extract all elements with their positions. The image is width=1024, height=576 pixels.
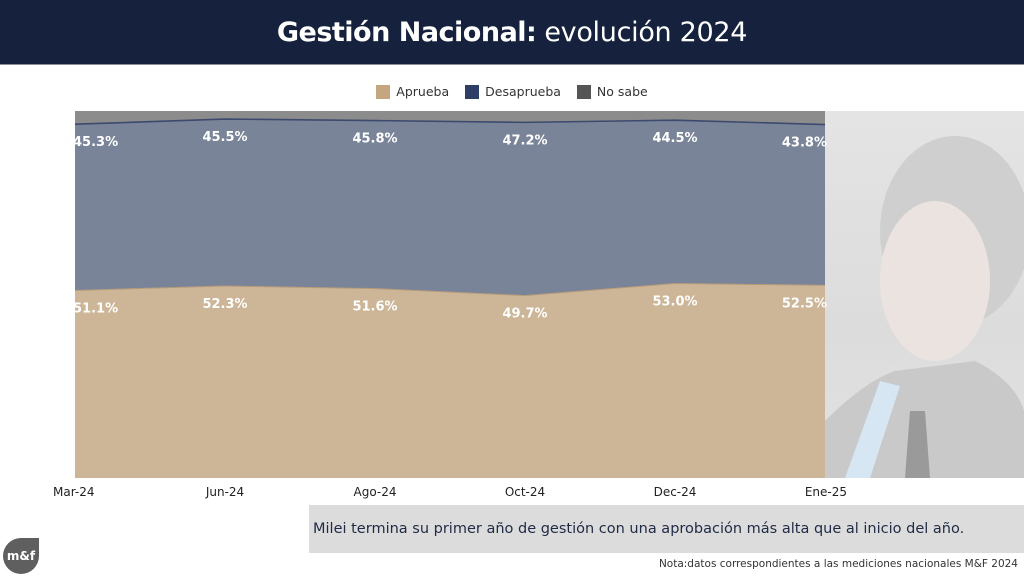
legend-item-no-sabe: No sabe <box>576 84 648 99</box>
data-label-desaprueba: 47.2% <box>502 133 547 148</box>
title-bold: Gestión Nacional: <box>276 16 537 48</box>
portrait-photo <box>825 111 1024 478</box>
x-tick-label: Ago-24 <box>354 485 397 499</box>
legend-swatch-aprueba <box>376 84 391 99</box>
x-tick-label: Mar-24 <box>53 485 94 499</box>
boundary-line-desaprueba <box>74 118 826 126</box>
legend-swatch-desaprueba <box>465 84 480 99</box>
data-label-aprueba: 51.1% <box>73 301 118 316</box>
callout-box: Milei termina su primer año de gestión c… <box>309 505 1024 553</box>
data-label-desaprueba: 44.5% <box>652 131 697 146</box>
data-label-desaprueba: 45.8% <box>352 132 397 147</box>
portrait-illustration <box>825 136 1024 478</box>
legend-label: No sabe <box>596 84 648 99</box>
legend-item-aprueba: Aprueba <box>376 84 449 99</box>
area-no-sabe <box>75 111 825 125</box>
data-label-desaprueba: 45.5% <box>202 130 247 145</box>
callout-text: Milei termina su primer año de gestión c… <box>313 521 965 537</box>
legend-label: Desaprueba <box>485 84 561 99</box>
data-label-desaprueba: 45.3% <box>73 135 118 150</box>
x-tick-label: Oct-24 <box>505 485 545 499</box>
area-aprueba <box>75 283 825 478</box>
data-label-aprueba: 49.7% <box>502 307 547 322</box>
legend-label: Aprueba <box>396 84 450 99</box>
title-light: evolución 2024 <box>544 16 748 48</box>
data-label-aprueba: 51.6% <box>352 300 397 315</box>
data-label-desaprueba: 43.8% <box>782 136 827 151</box>
area-desaprueba <box>75 119 825 296</box>
source-note: Nota:datos correspondientes a las medici… <box>658 558 1018 570</box>
brand-logo: m&f <box>3 538 39 574</box>
data-label-aprueba: 53.0% <box>652 294 697 309</box>
legend-item-desaprueba: Desaprueba <box>465 84 561 99</box>
x-tick-label: Jun-24 <box>205 485 244 499</box>
data-label-aprueba: 52.3% <box>202 297 247 312</box>
data-label-aprueba: 52.5% <box>782 296 827 311</box>
legend-swatch-no-sabe <box>576 84 591 99</box>
header-bar: Gestión Nacional: evolución 2024 <box>0 0 1024 65</box>
boundary-line-aprueba <box>74 282 826 297</box>
chart-legend: Aprueba Desaprueba No sabe <box>0 84 1024 99</box>
x-tick-label: Dec-24 <box>654 485 697 499</box>
x-tick-label: Ene-25 <box>805 485 847 499</box>
